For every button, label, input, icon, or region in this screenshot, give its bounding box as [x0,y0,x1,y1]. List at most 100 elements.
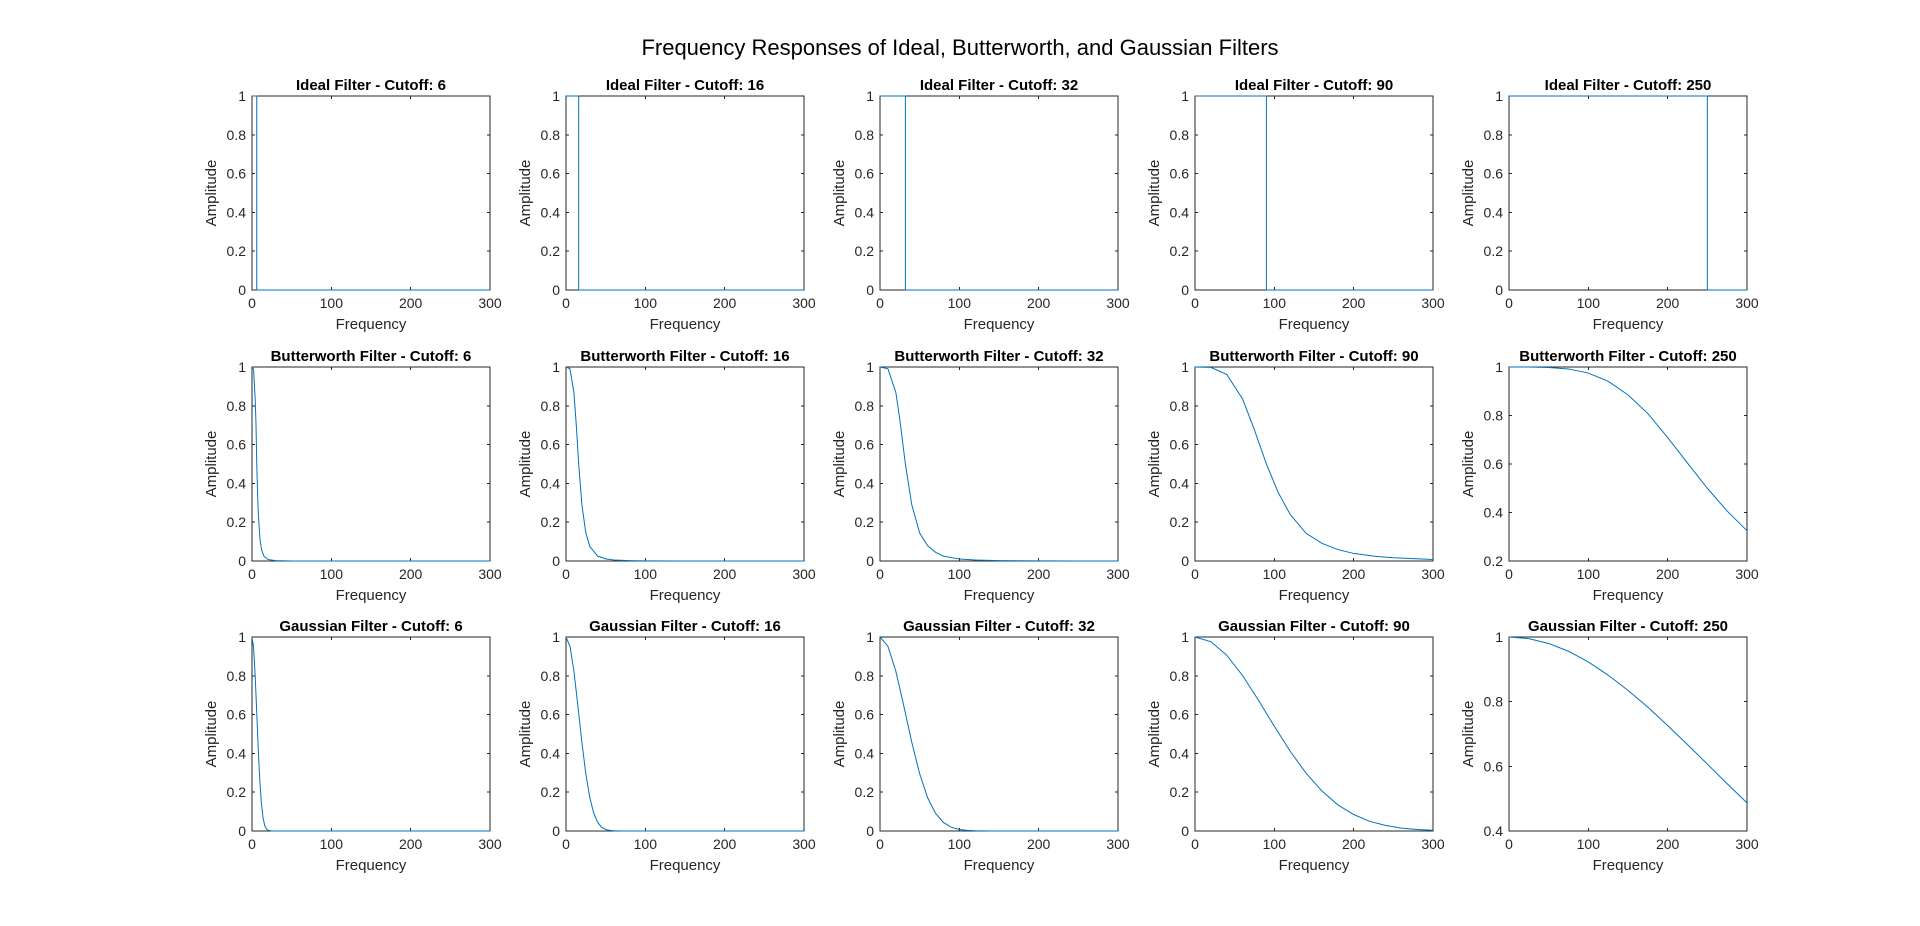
plot-area [565,95,805,291]
series-line [565,636,804,832]
y-axis-label: Amplitude [1460,160,1477,227]
x-tick-label: 200 [1656,836,1680,852]
x-tick-label: 0 [562,566,570,582]
x-axis-label: Frequency [336,857,407,874]
series-line [1508,636,1748,804]
y-tick-label: 0.4 [855,204,875,220]
y-tick-label: 0.2 [1170,243,1190,259]
series-line [251,636,490,832]
x-tick-label: 100 [948,566,972,582]
x-tick-label: 0 [876,295,884,311]
y-axis-label: Amplitude [517,431,534,498]
subplot: Gaussian Filter - Cutoff: 32 0 100 200 300 0 0… [831,618,1130,874]
y-axis-label: Amplitude [831,160,848,227]
x-tick-label: 100 [634,836,658,852]
x-tick-label: 200 [713,566,737,582]
x-tick-label: 0 [248,295,256,311]
x-tick-label: 0 [1191,836,1199,852]
y-tick-label: 0.6 [227,437,247,453]
x-tick-label: 200 [1342,836,1366,852]
subplot: Ideal Filter - Cutoff: 6 0 100 200 300 0 0.2 0.… [203,77,502,333]
plot-area [251,95,491,291]
y-tick-label: 0.4 [855,475,875,491]
y-axis-label: Amplitude [203,160,220,227]
y-axis-label: Amplitude [831,701,848,768]
series-line [1509,366,1748,532]
y-tick-label: 0 [552,823,560,839]
y-tick-label: 0.2 [1484,553,1504,569]
series-line [880,95,1118,291]
x-tick-label: 200 [399,295,423,311]
y-tick-label: 1 [238,359,246,375]
plot-area [879,366,1119,562]
plot-area [251,366,491,562]
y-tick-label: 0 [866,823,874,839]
x-axis-label: Frequency [964,316,1035,333]
subplot-title: Ideal Filter - Cutoff: 250 [1545,77,1712,94]
subplot-title: Butterworth Filter - Cutoff: 6 [271,348,472,365]
y-tick-label: 0.2 [227,514,247,530]
y-tick-label: 1 [552,88,560,104]
y-tick-label: 0.4 [855,745,875,761]
subplot: Butterworth Filter - Cutoff: 250 0 100 200 3… [1460,348,1759,604]
y-axis-label: Amplitude [1460,431,1477,498]
y-tick-label: 0.6 [1170,707,1190,723]
x-tick-label: 0 [248,566,256,582]
x-axis-label: Frequency [1279,857,1350,874]
subplot: Ideal Filter - Cutoff: 32 0 100 200 300 0 0.2 0… [831,77,1130,333]
y-tick-label: 0.6 [855,166,875,182]
y-tick-label: 1 [238,88,246,104]
y-axis-label: Amplitude [1146,701,1163,768]
x-tick-label: 300 [1106,566,1130,582]
y-tick-label: 0.6 [855,707,875,723]
y-tick-label: 0 [238,553,246,569]
x-tick-label: 0 [562,836,570,852]
y-tick-label: 0 [1181,553,1189,569]
y-tick-label: 0 [552,553,560,569]
y-tick-label: 1 [866,359,874,375]
y-tick-label: 1 [552,629,560,645]
x-tick-label: 300 [1106,836,1130,852]
x-axis-label: Frequency [336,587,407,604]
x-tick-label: 100 [1577,295,1601,311]
x-tick-label: 100 [948,295,972,311]
x-tick-label: 100 [1263,836,1287,852]
x-axis-label: Frequency [336,316,407,333]
x-axis-label: Frequency [650,857,721,874]
y-tick-label: 0 [238,282,246,298]
y-tick-label: 0.4 [227,475,247,491]
series-line [1509,95,1747,291]
subplot-title: Ideal Filter - Cutoff: 16 [606,77,764,94]
x-tick-label: 0 [1191,566,1199,582]
subplot-title: Ideal Filter - Cutoff: 90 [1235,77,1393,94]
y-tick-label: 0.8 [1170,127,1190,143]
y-tick-label: 0.6 [855,437,875,453]
y-axis-label: Amplitude [517,701,534,768]
y-tick-label: 0.8 [1484,408,1504,424]
plot-area [565,366,805,562]
series-line [1195,95,1433,291]
y-tick-label: 1 [1181,88,1189,104]
y-tick-label: 0.8 [855,398,875,414]
subplot-grid: Ideal Filter - Cutoff: 60 100 200 30000.20.… [203,77,1759,874]
subplot: Butterworth Filter - Cutoff: 6 0 100 200 300… [203,348,502,604]
subplot: Ideal Filter - Cutoff: 250 0 100 200 300 0 0.2… [1460,77,1759,333]
y-tick-label: 0.6 [541,166,561,182]
y-tick-label: 0 [1181,282,1189,298]
series-line [879,366,1119,562]
x-tick-label: 300 [1735,836,1759,852]
y-tick-label: 0.4 [1484,505,1504,521]
subplot: Gaussian Filter - Cutoff: 6 0 100 200 300 0 0.… [203,618,502,874]
y-tick-label: 0.6 [227,166,247,182]
x-axis-label: Frequency [1279,587,1350,604]
y-tick-label: 0.4 [1170,204,1190,220]
x-tick-label: 300 [478,836,502,852]
x-axis-label: Frequency [650,316,721,333]
y-tick-label: 0.6 [541,707,561,723]
series-line [565,366,804,562]
y-tick-label: 1 [238,629,246,645]
y-tick-label: 0.8 [227,668,247,684]
series-line [1194,636,1434,831]
